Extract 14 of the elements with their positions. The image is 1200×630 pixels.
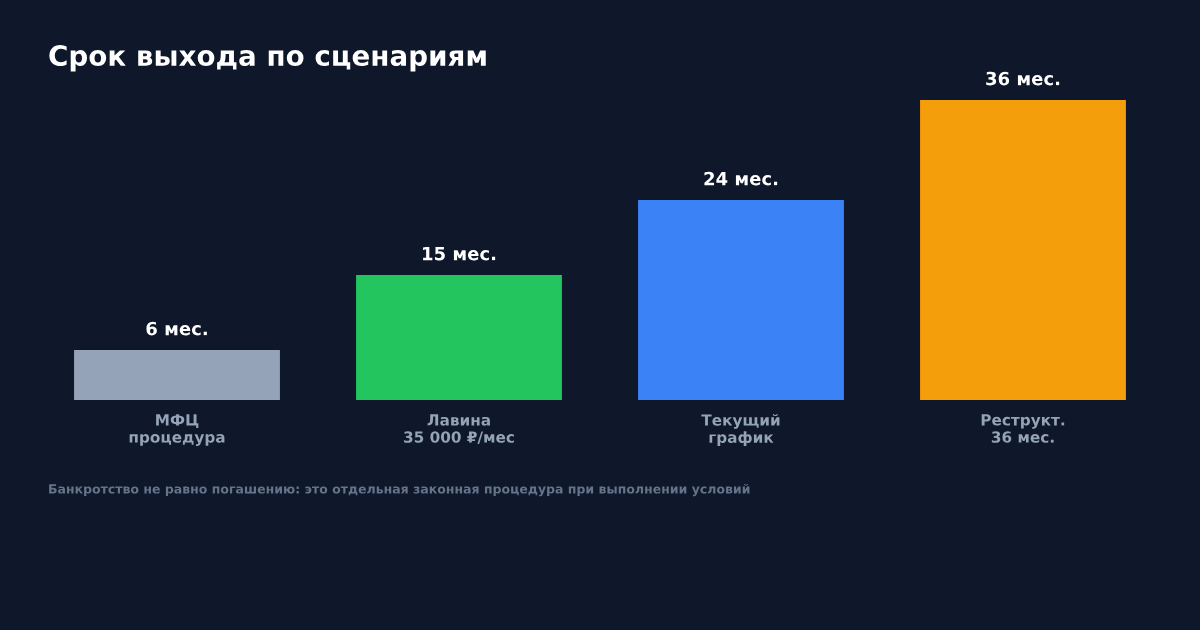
data-label: 24 мес. xyxy=(704,171,778,186)
data-label: 36 мес. xyxy=(986,71,1060,86)
bar xyxy=(638,200,844,400)
x-tick-label: Текущий график xyxy=(701,413,780,446)
bar xyxy=(356,275,562,400)
x-tick-label: Лавина 35 000 ₽/мес xyxy=(404,414,514,445)
bar xyxy=(74,350,280,400)
data-label: 6 мес. xyxy=(146,321,207,336)
bar xyxy=(920,100,1126,400)
x-tick-label: МФЦ процедура xyxy=(129,414,225,446)
chart-title: Срок выхода по сценариям xyxy=(49,45,486,72)
data-label: 15 мес. xyxy=(423,246,496,261)
x-tick-label: Реструкт. 36 мес. xyxy=(981,414,1065,443)
text: Банкротство не равно погашению: это отдельная законная процедура при выполнении условий xyxy=(49,483,750,497)
